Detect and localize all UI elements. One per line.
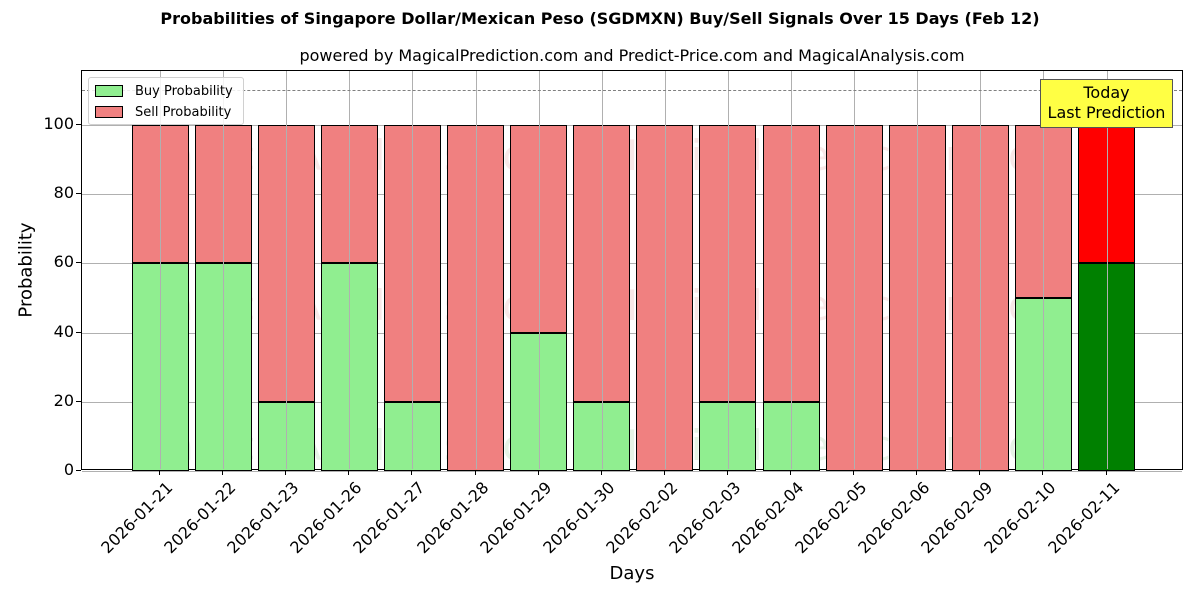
gridline-y	[82, 401, 1182, 403]
y-tick-mark	[76, 262, 81, 264]
plot-area: MagicalAnalysis.comMagicalPrediction.com…	[81, 70, 1183, 472]
gridline-x	[475, 71, 477, 469]
y-tick-mark	[76, 400, 81, 402]
legend-item-buy: Buy Probability	[95, 83, 233, 99]
x-tick-mark	[348, 470, 350, 475]
legend-label-sell: Sell Probability	[135, 104, 232, 120]
x-tick-mark	[600, 470, 602, 475]
gridline-x	[601, 71, 603, 469]
y-tick-label: 100	[43, 113, 74, 133]
gridline-x	[917, 71, 919, 469]
legend: Buy Probability Sell Probability	[88, 77, 244, 125]
gridline-y	[82, 263, 1182, 265]
x-tick-mark	[411, 470, 413, 475]
gridline-x	[223, 71, 225, 469]
x-tick-mark	[853, 470, 855, 475]
legend-label-buy: Buy Probability	[135, 83, 233, 99]
gridline-y	[82, 332, 1182, 334]
y-tick-mark	[76, 470, 81, 471]
reference-line	[82, 90, 1182, 92]
x-tick-mark	[916, 470, 918, 475]
gridline-y	[82, 471, 1182, 472]
y-axis-label: Probability	[15, 222, 37, 318]
gridline-x	[980, 71, 982, 469]
x-tick-mark	[663, 470, 665, 475]
gridline-x	[664, 71, 666, 469]
legend-swatch-buy	[95, 85, 123, 97]
gridline-x	[160, 71, 161, 469]
gridline-y	[82, 124, 1182, 126]
x-tick-mark	[790, 470, 791, 475]
gridline-x	[1106, 71, 1108, 469]
gridline-x	[791, 71, 792, 469]
x-tick-mark	[726, 470, 728, 475]
gridline-x	[349, 71, 351, 469]
gridline-x	[854, 71, 856, 469]
x-tick-mark	[1042, 470, 1044, 475]
x-tick-mark	[285, 470, 287, 475]
legend-item-sell: Sell Probability	[95, 104, 231, 120]
y-tick-mark	[76, 193, 81, 195]
x-axis-label: Days	[609, 563, 655, 584]
today-annotation: Today Last Prediction	[1040, 79, 1173, 128]
gridline-x	[412, 71, 414, 469]
y-tick-mark	[76, 331, 81, 333]
x-tick-mark	[159, 470, 160, 475]
today-annotation-line1: Today	[1083, 83, 1130, 102]
x-tick-mark	[474, 470, 476, 475]
y-tick-mark	[76, 123, 81, 125]
chart-subtitle: powered by MagicalPrediction.com and Pre…	[299, 46, 965, 65]
gridline-x	[286, 71, 288, 469]
gridline-x	[727, 71, 729, 469]
gridline-x	[538, 71, 540, 469]
chart-title: Probabilities of Singapore Dollar/Mexica…	[160, 9, 1040, 28]
x-tick-mark	[979, 470, 981, 475]
y-tick-label: 60	[53, 252, 74, 272]
gridline-y	[82, 194, 1182, 196]
gridline-x	[1043, 71, 1045, 469]
y-tick-label: 20	[53, 390, 74, 410]
y-tick-label: 0	[63, 460, 74, 479]
x-tick-mark	[222, 470, 224, 475]
y-tick-label: 80	[53, 183, 74, 203]
y-tick-label: 40	[53, 321, 74, 341]
x-tick-mark	[537, 470, 539, 475]
legend-swatch-sell	[95, 106, 123, 118]
x-tick-mark	[1105, 470, 1107, 475]
today-annotation-line2: Last Prediction	[1047, 103, 1166, 122]
